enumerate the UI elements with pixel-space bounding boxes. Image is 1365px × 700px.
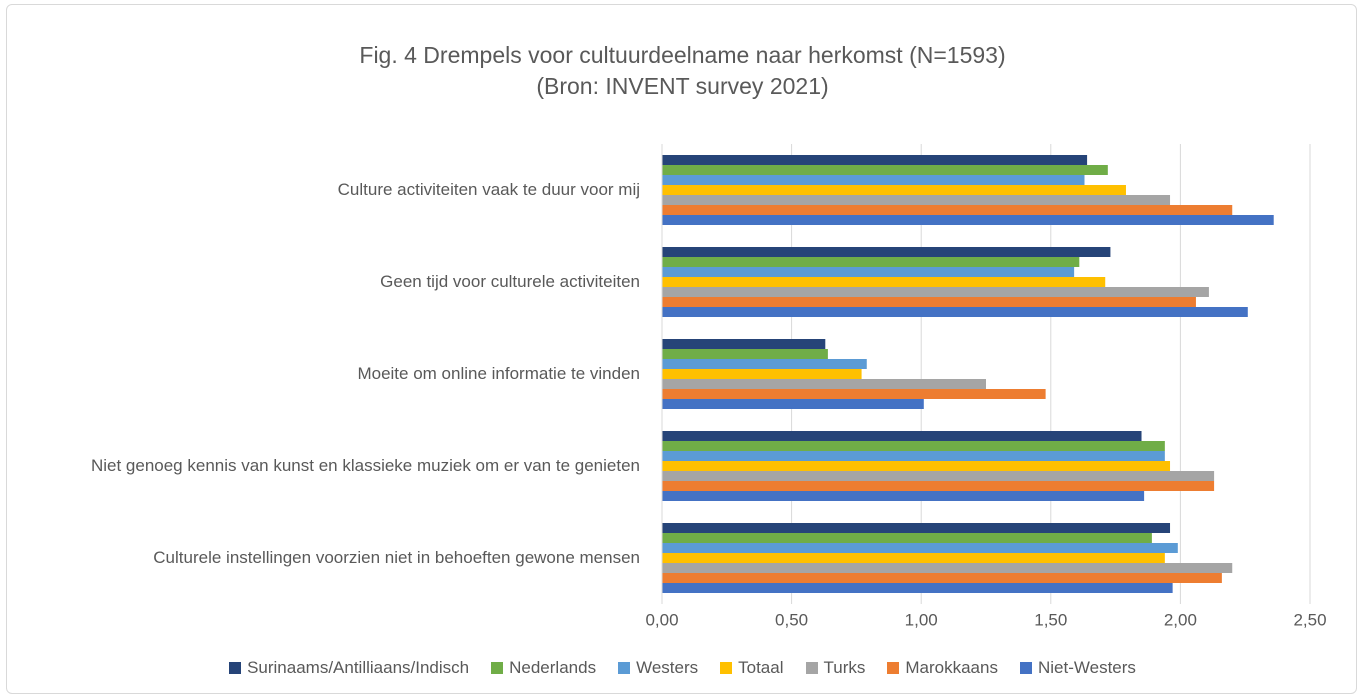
x-tick-label: 1,50 <box>1034 610 1067 629</box>
legend-item: Turks <box>805 658 866 678</box>
bar <box>662 195 1171 205</box>
bar <box>662 247 1111 257</box>
bar <box>662 349 828 359</box>
bar <box>662 471 1215 481</box>
legend-item: Totaal <box>720 658 784 678</box>
bar <box>662 553 1165 563</box>
bar <box>662 267 1075 277</box>
legend-label: Turks <box>823 658 866 677</box>
bar <box>662 359 867 369</box>
legend: Surinaams/Antilliaans/Indisch Nederlands W… <box>0 658 1365 678</box>
bar <box>662 257 1080 267</box>
legend-swatch <box>491 662 504 674</box>
bar <box>662 441 1165 451</box>
bar <box>662 533 1152 543</box>
legend-label: Totaal <box>738 658 784 677</box>
legend-item: Niet-Westers <box>1019 658 1136 678</box>
bar <box>662 399 924 409</box>
legend-swatch <box>720 662 733 674</box>
legend-swatch <box>229 662 242 674</box>
chart-title: Fig. 4 Drempels voor cultuurdeelname naa… <box>359 42 1006 68</box>
bar <box>662 287 1209 297</box>
bar <box>662 583 1173 593</box>
x-tick-label: 2,50 <box>1293 610 1326 629</box>
bar <box>662 185 1126 195</box>
legend-label: Surinaams/Antilliaans/Indisch <box>247 658 470 677</box>
legend-item: Surinaams/Antilliaans/Indisch <box>229 658 469 678</box>
bar <box>662 175 1085 185</box>
bar <box>662 215 1274 225</box>
bar <box>662 431 1142 441</box>
legend-label: Niet-Westers <box>1037 658 1136 677</box>
bar <box>662 481 1215 491</box>
bar <box>662 573 1222 583</box>
bar <box>662 379 986 389</box>
bar <box>662 451 1165 461</box>
bar <box>662 165 1108 175</box>
x-tick-label: 0,00 <box>645 610 678 629</box>
bar <box>662 543 1178 553</box>
y-tick-label: Niet genoeg kennis van kunst en klassiek… <box>90 456 640 475</box>
bar <box>662 205 1233 215</box>
bar <box>662 461 1171 471</box>
y-tick-label: Culture activiteiten vaak te duur voor m… <box>337 180 640 199</box>
y-tick-label: Culturele instellingen voorzien niet in … <box>153 548 640 567</box>
x-tick-label: 0,50 <box>775 610 808 629</box>
legend-label: Nederlands <box>509 658 597 677</box>
x-tick-label: 1,00 <box>905 610 938 629</box>
bar <box>662 277 1106 287</box>
bar <box>662 369 862 379</box>
legend-label: Westers <box>636 658 699 677</box>
legend-item: Nederlands <box>491 658 596 678</box>
legend-swatch <box>1019 662 1032 674</box>
legend-label: Marokkaans <box>905 658 998 677</box>
y-tick-label: Moeite om online informatie te vinden <box>357 364 640 383</box>
title-block: Fig. 4 Drempels voor cultuurdeelname naa… <box>0 40 1365 102</box>
chart-frame <box>6 4 1357 694</box>
y-tick-label: Geen tijd voor culturele activiteiten <box>380 272 640 291</box>
bar <box>662 389 1046 399</box>
bar <box>662 155 1088 165</box>
bar <box>662 307 1248 317</box>
legend-swatch <box>887 662 900 674</box>
bar <box>662 563 1233 573</box>
legend-item: Marokkaans <box>887 658 998 678</box>
bar <box>662 339 826 349</box>
bar <box>662 297 1196 307</box>
legend-item: Westers <box>618 658 698 678</box>
legend-swatch <box>805 662 818 674</box>
legend-swatch <box>618 662 631 674</box>
x-tick-label: 2,00 <box>1164 610 1197 629</box>
bar <box>662 491 1145 501</box>
chart-subtitle: (Bron: INVENT survey 2021) <box>536 73 829 99</box>
bar <box>662 523 1171 533</box>
